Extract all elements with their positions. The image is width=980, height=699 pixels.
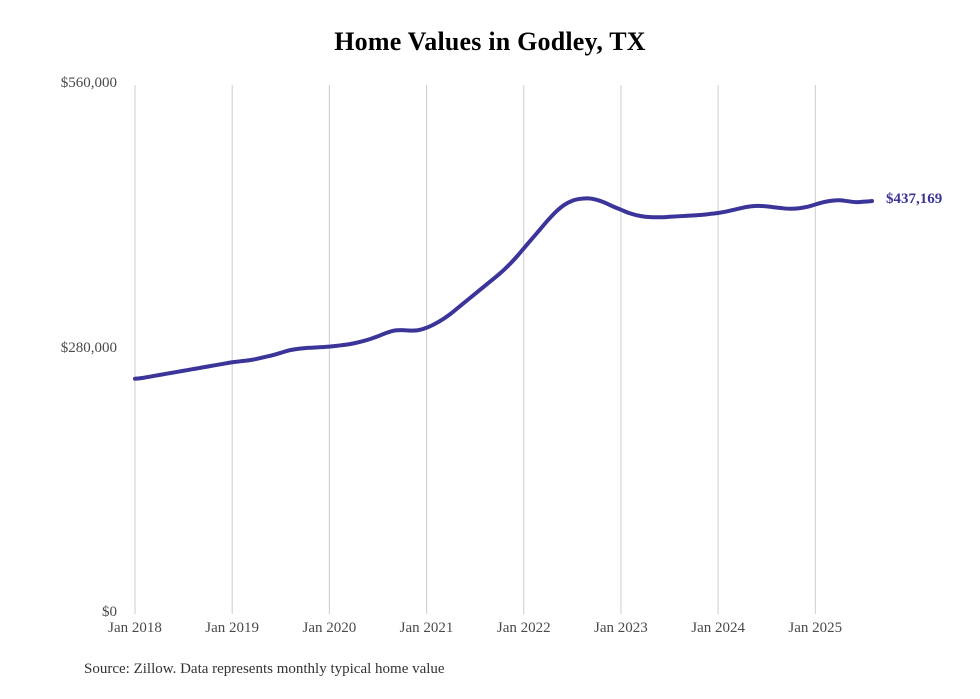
x-axis-tick-label: Jan 2022 (496, 620, 551, 636)
gridlines-group (134, 85, 816, 614)
chart-title: Home Values in Godley, TX (334, 27, 646, 56)
x-axis-tick-label: Jan 2024 (691, 620, 745, 636)
x-axis-tick-label: Jan 2020 (302, 620, 357, 636)
x-axis-tick-label: Jan 2019 (205, 620, 260, 636)
x-axis-tick-label: Jan 2023 (594, 620, 648, 636)
series-end-value-label: $437,169 (886, 191, 943, 208)
x-axis-tick-label: Jan 2021 (399, 620, 454, 636)
x-axis-tick-label: Jan 2018 (108, 620, 162, 636)
y-axis-tick-label: $280,000 (60, 339, 117, 356)
source-note: Source: Zillow. Data represents monthly … (84, 661, 445, 677)
series-line-typical-home-value (133, 196, 874, 381)
y-axis-tick-label: $560,000 (60, 75, 117, 91)
y-axis-tick-label: $0 (102, 604, 117, 620)
x-axis-tick-label: Jan 2025 (788, 620, 843, 636)
series-lines-group (133, 196, 874, 381)
